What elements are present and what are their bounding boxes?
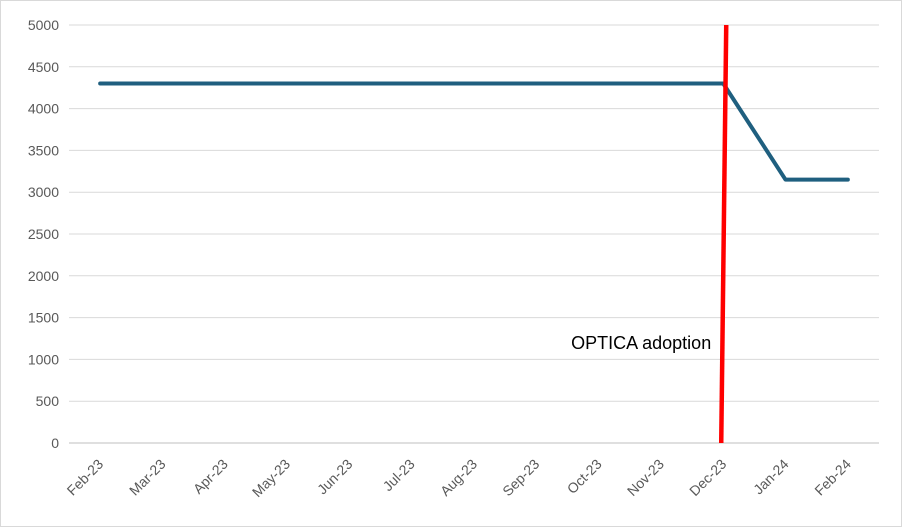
annotation-layer: OPTICA adoption: [571, 24, 729, 444]
y-tick-label: 1500: [28, 310, 59, 326]
data-point: [847, 179, 849, 181]
y-tick-label: 4000: [28, 101, 59, 117]
data-point: [473, 83, 475, 85]
y-tick-label: 1000: [28, 351, 59, 367]
y-axis-ticks: 0 500 1000 1500 2000 2500 3000 3500 4000 4500 5000: [28, 17, 59, 451]
y-tick-label: 3500: [28, 142, 59, 158]
data-point: [286, 83, 288, 85]
data-point: [224, 83, 226, 85]
data-point: [660, 83, 662, 85]
x-tick-label: Dec-23: [686, 456, 729, 499]
y-tick-label: 3000: [28, 184, 59, 200]
y-tick-label: 2000: [28, 268, 59, 284]
data-point: [535, 83, 537, 85]
x-tick-label: Jan-24: [750, 456, 792, 498]
data-point: [348, 83, 350, 85]
y-tick-label: 4500: [28, 59, 59, 75]
x-tick-label: Oct-23: [564, 456, 605, 497]
gridlines: [69, 24, 879, 444]
x-tick-label: May-23: [249, 456, 293, 500]
series-line: [98, 81, 850, 182]
x-tick-label: Nov-23: [624, 456, 667, 499]
x-tick-label: Apr-23: [190, 456, 231, 497]
x-tick-label: Feb-23: [64, 456, 107, 499]
annotation-line: [718, 24, 729, 444]
x-tick-label: Jul-23: [380, 456, 418, 494]
x-tick-label: Mar-23: [126, 456, 169, 499]
data-point: [411, 83, 413, 85]
data-point: [99, 83, 101, 85]
x-tick-label: Sep-23: [499, 456, 542, 499]
x-axis-ticks: Feb-23 Mar-23 Apr-23 May-23 Jun-23 Jul-23 Aug-…: [64, 456, 855, 500]
data-point: [785, 179, 787, 181]
series-layer: [98, 81, 850, 182]
data-point: [598, 83, 600, 85]
x-tick-label: Jun-23: [314, 456, 356, 498]
data-point: [161, 83, 163, 85]
x-tick-label: Feb-24: [811, 456, 854, 499]
y-tick-label: 500: [36, 393, 60, 409]
y-tick-label: 5000: [28, 17, 59, 33]
annotation-label: OPTICA adoption: [571, 333, 711, 353]
x-tick-label: Aug-23: [437, 456, 480, 499]
y-tick-label: 2500: [28, 226, 59, 242]
y-tick-label: 0: [51, 435, 59, 451]
